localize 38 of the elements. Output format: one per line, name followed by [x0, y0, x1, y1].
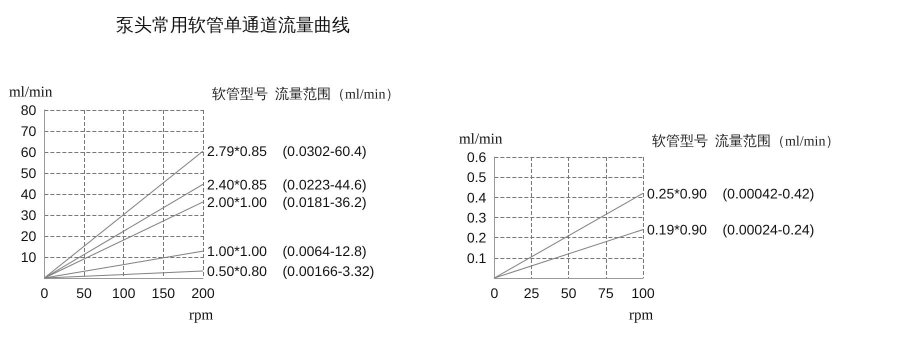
y-tick-label: 60 [20, 144, 37, 160]
series-label: 2.00*1.00 (0.0181-36.2) [207, 194, 367, 210]
x-tick-label: 100 [112, 285, 136, 301]
y-tick-label: 0.2 [466, 230, 487, 246]
x-tick-label: 50 [76, 285, 92, 301]
chart-title: 泵头常用软管单通道流量曲线 [115, 14, 351, 37]
series-label: 2.79*0.85 (0.0302-60.4) [207, 143, 367, 160]
series-label: 0.19*0.90 (0.00024-0.24) [647, 222, 814, 238]
x-axis-title: rpm [629, 308, 654, 324]
x-tick-label: 25 [524, 285, 540, 301]
y-tick-label: 70 [20, 123, 37, 139]
y-tick-label: 0.6 [466, 149, 487, 165]
y-tick-label: 0.4 [466, 189, 487, 206]
series-label: 1.00*1.00 (0.0064-12.8) [207, 243, 367, 260]
y-axis-title: ml/min [8, 84, 53, 100]
legend-title: 软管型号 流量范围（ml/min） [212, 86, 400, 102]
y-tick-label: 10 [20, 249, 37, 265]
x-tick-label: 0 [40, 285, 48, 301]
y-tick-label: 30 [20, 207, 37, 223]
y-tick-label: 80 [20, 102, 37, 118]
y-tick-label: 0.1 [466, 250, 487, 266]
y-tick-label: 20 [20, 228, 37, 244]
legend-title: 软管型号 流量范围（ml/min） [652, 134, 840, 150]
y-tick-label: 40 [20, 186, 37, 202]
y-axis-title: ml/min [458, 132, 503, 148]
x-tick-label: 200 [191, 285, 215, 301]
x-tick-label: 0 [490, 285, 498, 301]
x-axis-title: rpm [189, 308, 214, 324]
y-tick-label: 0.3 [466, 210, 487, 226]
x-tick-label: 50 [560, 285, 577, 301]
x-tick-label: 150 [152, 285, 176, 301]
y-tick-label: 50 [20, 165, 37, 181]
x-tick-label: 100 [631, 285, 655, 301]
series-label: 2.40*0.85 (0.0223-44.6) [207, 176, 367, 192]
series-label: 0.50*0.80 (0.00166-3.32) [207, 263, 374, 280]
x-tick-label: 75 [598, 285, 614, 301]
y-tick-label: 0.5 [466, 169, 487, 186]
series-label: 0.25*0.90 (0.00042-0.42) [647, 185, 814, 202]
